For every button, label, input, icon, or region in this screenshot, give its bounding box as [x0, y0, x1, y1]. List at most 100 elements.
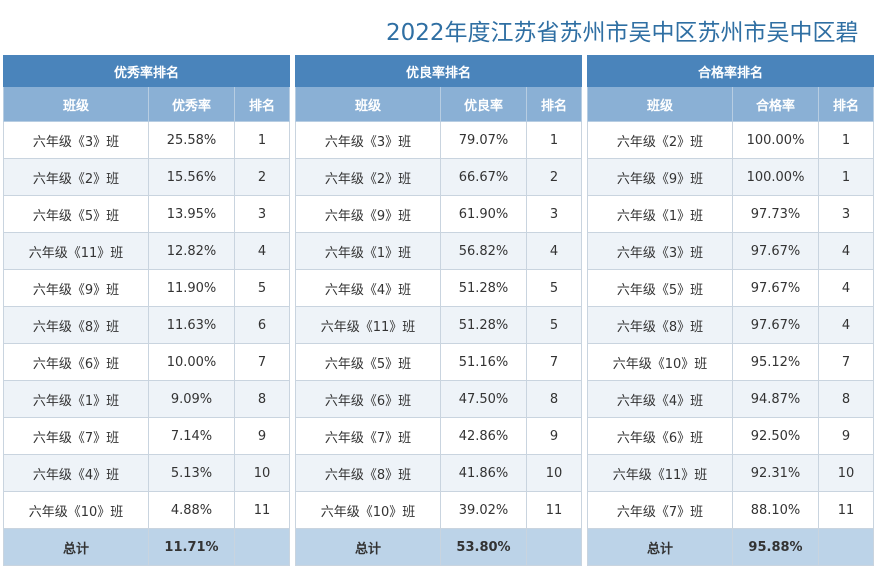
rank-cell: 5: [233, 269, 291, 307]
class-name-cell: 六年级《3》班: [587, 232, 733, 270]
class-column-header: 班级: [295, 86, 441, 122]
rate-cell: 4.88%: [148, 491, 235, 529]
table-row: 六年级《1》班 97.73% 3: [587, 195, 875, 233]
rank-cell: 10: [817, 454, 875, 492]
panel-excellent-rate: 优秀率排名 班级 优秀率 排名 六年级《3》班 25.58% 1 六年级《2》班 15.56% 2…: [2, 55, 291, 566]
table-row: 六年级《2》班 15.56% 2: [3, 158, 291, 196]
rate-cell: 51.16%: [440, 343, 527, 381]
rate-cell: 9.09%: [148, 380, 235, 418]
class-name-cell: 六年级《4》班: [587, 380, 733, 418]
panel-good-rate: 优良率排名 班级 优良率 排名 六年级《3》班 79.07% 1 六年级《2》班 66.67% 2…: [294, 55, 583, 566]
rank-cell: 9: [817, 417, 875, 455]
rank-cell: 2: [525, 158, 583, 196]
rate-cell: 79.07%: [440, 121, 527, 159]
table-row: 六年级《2》班 66.67% 2: [295, 158, 583, 196]
rank-cell: 3: [525, 195, 583, 233]
rank-cell: 8: [817, 380, 875, 418]
rate-cell: 13.95%: [148, 195, 235, 233]
class-name-cell: 六年级《7》班: [587, 491, 733, 529]
rate-cell: 97.67%: [732, 269, 819, 307]
total-label: 总计: [587, 528, 733, 566]
ranking-table: 优秀率排名 班级 优秀率 排名 六年级《3》班 25.58% 1 六年级《2》班 15.56% 2…: [2, 55, 291, 566]
table-row: 六年级《11》班 51.28% 5: [295, 306, 583, 344]
rate-cell: 95.12%: [732, 343, 819, 381]
panel-header-row: 合格率排名: [586, 55, 875, 87]
rate-cell: 92.50%: [732, 417, 819, 455]
class-name-cell: 六年级《11》班: [3, 232, 149, 270]
rank-cell: 8: [525, 380, 583, 418]
rank-cell: 3: [233, 195, 291, 233]
rate-cell: 97.73%: [732, 195, 819, 233]
rate-column-header: 合格率: [732, 86, 819, 122]
table-row: 六年级《10》班 4.88% 11: [3, 491, 291, 529]
class-name-cell: 六年级《10》班: [295, 491, 441, 529]
rank-cell: 9: [233, 417, 291, 455]
table-row: 六年级《8》班 11.63% 6: [3, 306, 291, 344]
table-row: 六年级《4》班 94.87% 8: [587, 380, 875, 418]
class-name-cell: 六年级《9》班: [3, 269, 149, 307]
rate-column-header: 优良率: [440, 86, 527, 122]
table-row: 六年级《7》班 7.14% 9: [3, 417, 291, 455]
table-row: 六年级《9》班 11.90% 5: [3, 269, 291, 307]
class-name-cell: 六年级《9》班: [295, 195, 441, 233]
rank-cell: 4: [233, 232, 291, 270]
rank-cell: 11: [817, 491, 875, 529]
rank-cell: 8: [233, 380, 291, 418]
class-name-cell: 六年级《5》班: [3, 195, 149, 233]
ranking-table: 合格率排名 班级 合格率 排名 六年级《2》班 100.00% 1 六年级《9》班 100.00…: [586, 55, 875, 566]
table-row: 六年级《5》班 13.95% 3: [3, 195, 291, 233]
table-row: 六年级《7》班 42.86% 9: [295, 417, 583, 455]
rank-cell: 10: [525, 454, 583, 492]
class-name-cell: 六年级《8》班: [295, 454, 441, 492]
table-row: 六年级《3》班 79.07% 1: [295, 121, 583, 159]
rate-cell: 66.67%: [440, 158, 527, 196]
rate-cell: 94.87%: [732, 380, 819, 418]
rank-cell: 4: [817, 269, 875, 307]
rank-cell: 1: [817, 158, 875, 196]
class-name-cell: 六年级《2》班: [295, 158, 441, 196]
rate-cell: 11.63%: [148, 306, 235, 344]
table-row: 六年级《11》班 12.82% 4: [3, 232, 291, 270]
column-header-row: 班级 优秀率 排名: [3, 86, 291, 122]
class-name-cell: 六年级《6》班: [3, 343, 149, 381]
rank-cell: 1: [233, 121, 291, 159]
table-row: 六年级《9》班 100.00% 1: [587, 158, 875, 196]
class-name-cell: 六年级《7》班: [3, 417, 149, 455]
table-row: 六年级《9》班 61.90% 3: [295, 195, 583, 233]
total-rank-empty: [817, 528, 875, 566]
rate-cell: 10.00%: [148, 343, 235, 381]
rank-cell: 10: [233, 454, 291, 492]
table-row: 六年级《10》班 95.12% 7: [587, 343, 875, 381]
class-name-cell: 六年级《10》班: [3, 491, 149, 529]
table-row: 六年级《8》班 97.67% 4: [587, 306, 875, 344]
rank-cell: 7: [525, 343, 583, 381]
panel-pass-rate: 合格率排名 班级 合格率 排名 六年级《2》班 100.00% 1 六年级《9》班 100.00…: [586, 55, 875, 566]
rank-cell: 11: [233, 491, 291, 529]
total-row: 总计 11.71%: [3, 528, 291, 566]
rank-column-header: 排名: [817, 86, 875, 122]
rate-cell: 39.02%: [440, 491, 527, 529]
total-row: 总计 53.80%: [295, 528, 583, 566]
total-value: 11.71%: [148, 528, 235, 566]
rank-cell: 7: [233, 343, 291, 381]
table-row: 六年级《4》班 51.28% 5: [295, 269, 583, 307]
rate-cell: 51.28%: [440, 306, 527, 344]
table-row: 六年级《3》班 97.67% 4: [587, 232, 875, 270]
table-row: 六年级《5》班 97.67% 4: [587, 269, 875, 307]
rate-cell: 42.86%: [440, 417, 527, 455]
rank-cell: 2: [233, 158, 291, 196]
class-name-cell: 六年级《9》班: [587, 158, 733, 196]
panel-header-row: 优秀率排名: [2, 55, 291, 87]
rate-cell: 92.31%: [732, 454, 819, 492]
class-name-cell: 六年级《8》班: [587, 306, 733, 344]
class-name-cell: 六年级《5》班: [295, 343, 441, 381]
class-name-cell: 六年级《1》班: [295, 232, 441, 270]
table-row: 六年级《6》班 10.00% 7: [3, 343, 291, 381]
class-name-cell: 六年级《11》班: [295, 306, 441, 344]
rank-cell: 9: [525, 417, 583, 455]
class-name-cell: 六年级《3》班: [3, 121, 149, 159]
total-rank-empty: [233, 528, 291, 566]
rate-cell: 11.90%: [148, 269, 235, 307]
table-row: 六年级《3》班 25.58% 1: [3, 121, 291, 159]
column-header-row: 班级 优良率 排名: [295, 86, 583, 122]
